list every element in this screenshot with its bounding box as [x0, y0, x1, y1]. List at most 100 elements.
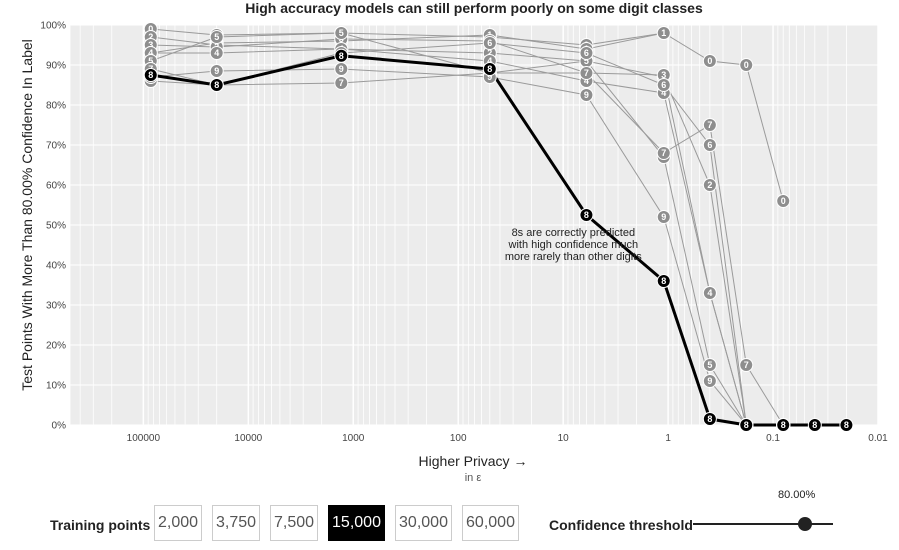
annotation-line: with high confidence much: [508, 239, 639, 251]
y-tick-label: 10%: [46, 381, 66, 392]
marker-label: 9: [339, 64, 344, 74]
marker-label: 6: [707, 140, 712, 150]
marker-8: 8: [579, 208, 594, 222]
marker-7: 7: [702, 118, 717, 132]
marker-2: 2: [702, 178, 717, 192]
x-axis: 100000 10000 1000 100 10 1 0.1 0.01: [127, 433, 888, 444]
y-tick-label: 80%: [46, 101, 66, 112]
marker-7: 7: [739, 358, 754, 372]
marker-7: 7: [579, 66, 594, 80]
marker-label: 2: [707, 180, 712, 190]
training-points-option[interactable]: 7,500: [270, 505, 318, 541]
marker-label: 8: [148, 70, 153, 80]
marker-label: 4: [214, 48, 219, 58]
marker-label: 7: [744, 360, 749, 370]
marker-label: 9: [214, 66, 219, 76]
marker-dot: [656, 26, 671, 40]
x-tick-label: 1: [665, 433, 671, 444]
marker-9: 9: [334, 62, 349, 76]
x-tick-label: 10000: [234, 433, 262, 444]
marker-0: 0: [776, 194, 791, 208]
marker-dot: [209, 64, 224, 78]
x-tick-label: 0.1: [766, 433, 780, 444]
x-tick-label: 100000: [127, 433, 161, 444]
marker-label: 9: [707, 376, 712, 386]
marker-dot: [656, 274, 671, 288]
marker-5: 5: [334, 26, 349, 40]
slider-track[interactable]: [693, 523, 833, 525]
marker-dot: [702, 374, 717, 388]
marker-label: 5: [214, 32, 219, 42]
training-points-option[interactable]: 30,000: [395, 505, 452, 541]
marker-dot: [209, 78, 224, 92]
marker-dot: [579, 208, 594, 222]
marker-6: 6: [656, 78, 671, 92]
marker-label: 8: [487, 64, 492, 74]
training-points-option[interactable]: 60,000: [462, 505, 519, 541]
y-tick-label: 90%: [46, 61, 66, 72]
marker-dot: [579, 88, 594, 102]
annotation-line: more rarely than other digits: [505, 251, 642, 263]
marker-label: 2: [148, 32, 153, 42]
marker-6: 6: [579, 46, 594, 60]
controls-bar: Training points 2,000 3,750 7,500 15,000 30,…: [0, 489, 899, 545]
marker-dot: [334, 48, 349, 63]
marker-label: 3: [148, 40, 153, 50]
marker-label: 8: [812, 420, 817, 430]
series-markers: 0000000001111112222222223333333334444444…: [143, 22, 854, 432]
series-line-1: [150, 32, 664, 54]
marker-6: 6: [702, 138, 717, 152]
marker-dot: [739, 418, 754, 432]
marker-1: 1: [656, 26, 671, 40]
marker-9: 9: [579, 88, 594, 102]
y-tick-label: 20%: [46, 341, 66, 352]
x-axis-label: Higher Privacy →: [419, 453, 528, 469]
marker-label: 3: [661, 70, 666, 80]
marker-label: 9: [661, 212, 666, 222]
marker-label: 0: [781, 196, 786, 206]
marker-label: 8: [214, 80, 219, 90]
marker-label: 4: [148, 48, 153, 58]
marker-dot: [334, 26, 349, 40]
marker-5: 5: [209, 30, 224, 44]
y-tick-label: 100%: [40, 21, 66, 32]
marker-label: 8: [661, 276, 666, 286]
marker-label: 5: [707, 360, 712, 370]
marker-label: 7: [339, 78, 344, 88]
marker-label: 7: [661, 148, 666, 158]
x-tick-label: 10: [558, 433, 570, 444]
marker-0: 0: [739, 58, 754, 72]
marker-4: 4: [702, 286, 717, 300]
marker-dot: [209, 46, 224, 60]
marker-8: 8: [656, 274, 671, 288]
marker-label: 8: [707, 414, 712, 424]
y-tick-label: 50%: [46, 221, 66, 232]
marker-dot: [702, 178, 717, 192]
marker-label: 6: [584, 48, 589, 58]
y-tick-label: 40%: [46, 261, 66, 272]
marker-8: 8: [482, 62, 497, 76]
marker-4: 4: [209, 46, 224, 60]
marker-label: 7: [707, 120, 712, 130]
confidence-threshold-label: Confidence threshold: [549, 517, 693, 533]
training-points-option[interactable]: 15,000: [328, 505, 385, 541]
marker-8: 8: [702, 412, 717, 426]
marker-9: 9: [656, 210, 671, 224]
marker-8: 8: [739, 418, 754, 432]
marker-dot: [702, 286, 717, 300]
slider-handle[interactable]: [798, 517, 812, 531]
confidence-slider[interactable]: 80.00%: [693, 489, 833, 545]
marker-label: 8: [584, 210, 589, 220]
marker-dot: [579, 46, 594, 60]
marker-label: 4: [661, 88, 666, 98]
marker-dot: [839, 418, 854, 432]
training-points-option[interactable]: 2,000: [154, 505, 202, 541]
marker-dot: [656, 78, 671, 92]
marker-dot: [776, 194, 791, 208]
marker-0: 0: [702, 54, 717, 68]
marker-label: 8: [339, 51, 344, 61]
training-points-option[interactable]: 3,750: [212, 505, 260, 541]
marker-label: 6: [661, 80, 666, 90]
marker-dot: [482, 36, 497, 50]
